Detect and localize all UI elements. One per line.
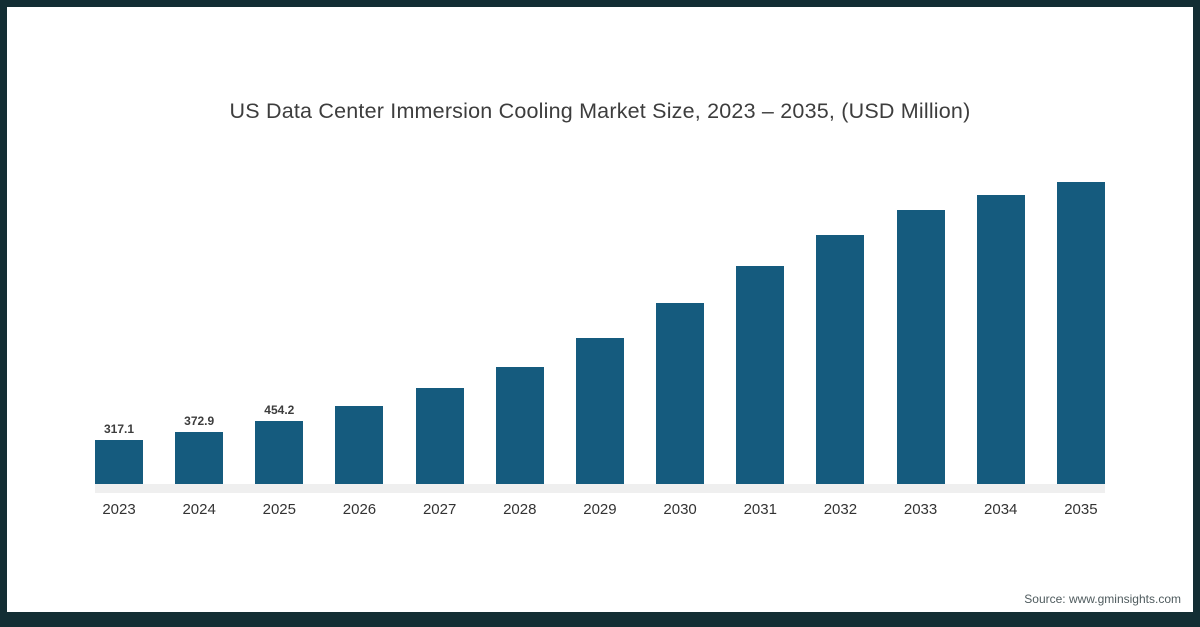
bar bbox=[255, 421, 304, 484]
bar-column: 317.1 bbox=[95, 422, 143, 484]
bar bbox=[575, 338, 624, 484]
bar-column bbox=[1056, 182, 1105, 484]
source-attribution: Source: www.gminsights.com bbox=[1024, 592, 1181, 606]
bar-chart: 317.1 372.9 454.2 2023 2024 2025 2026 2027 2028… bbox=[95, 152, 1105, 518]
bar bbox=[415, 388, 464, 484]
x-tick-label: 2027 bbox=[422, 501, 457, 518]
bar-column bbox=[816, 235, 865, 484]
bars-area: 317.1 372.9 454.2 bbox=[95, 152, 1105, 484]
x-tick-label: 2025 bbox=[262, 501, 296, 518]
bar bbox=[976, 195, 1025, 484]
bar-column bbox=[335, 406, 384, 484]
x-tick-label: 2023 bbox=[102, 501, 136, 518]
x-tick-label: 2026 bbox=[342, 501, 377, 518]
bar-column bbox=[656, 303, 705, 484]
x-tick-label: 2034 bbox=[984, 501, 1018, 518]
bar bbox=[95, 440, 143, 484]
bar bbox=[896, 210, 945, 484]
bar-column: 454.2 bbox=[255, 403, 304, 484]
x-axis-baseline bbox=[95, 484, 1105, 493]
bar-column bbox=[495, 367, 544, 484]
bar-value-label: 317.1 bbox=[103, 422, 135, 436]
bar bbox=[656, 303, 705, 484]
bar-column bbox=[896, 210, 945, 484]
bar-value-label: 372.9 bbox=[184, 414, 215, 428]
bar-value-label: 454.2 bbox=[264, 403, 295, 417]
bar bbox=[1056, 182, 1105, 484]
x-tick-label: 2035 bbox=[1064, 501, 1098, 518]
bar bbox=[175, 432, 224, 484]
x-tick-label: 2030 bbox=[663, 501, 697, 518]
bar bbox=[335, 406, 384, 484]
bar bbox=[736, 266, 785, 484]
bar-column bbox=[415, 388, 464, 484]
x-tick-label: 2029 bbox=[583, 501, 617, 518]
bar bbox=[495, 367, 544, 484]
chart-title: US Data Center Immersion Cooling Market … bbox=[229, 99, 971, 123]
bar-column bbox=[575, 338, 624, 484]
bar-column bbox=[736, 266, 785, 484]
x-axis-labels: 2023 2024 2025 2026 2027 2028 2029 2030 2031 2032… bbox=[95, 501, 1105, 518]
x-tick-label: 2024 bbox=[182, 501, 216, 518]
bar bbox=[816, 235, 865, 484]
x-tick-label: 2028 bbox=[503, 501, 537, 518]
bar-column: 372.9 bbox=[175, 414, 224, 484]
x-tick-label: 2033 bbox=[903, 501, 938, 518]
x-tick-label: 2032 bbox=[823, 501, 858, 518]
x-tick-label: 2031 bbox=[743, 501, 777, 518]
bar-column bbox=[976, 195, 1025, 484]
